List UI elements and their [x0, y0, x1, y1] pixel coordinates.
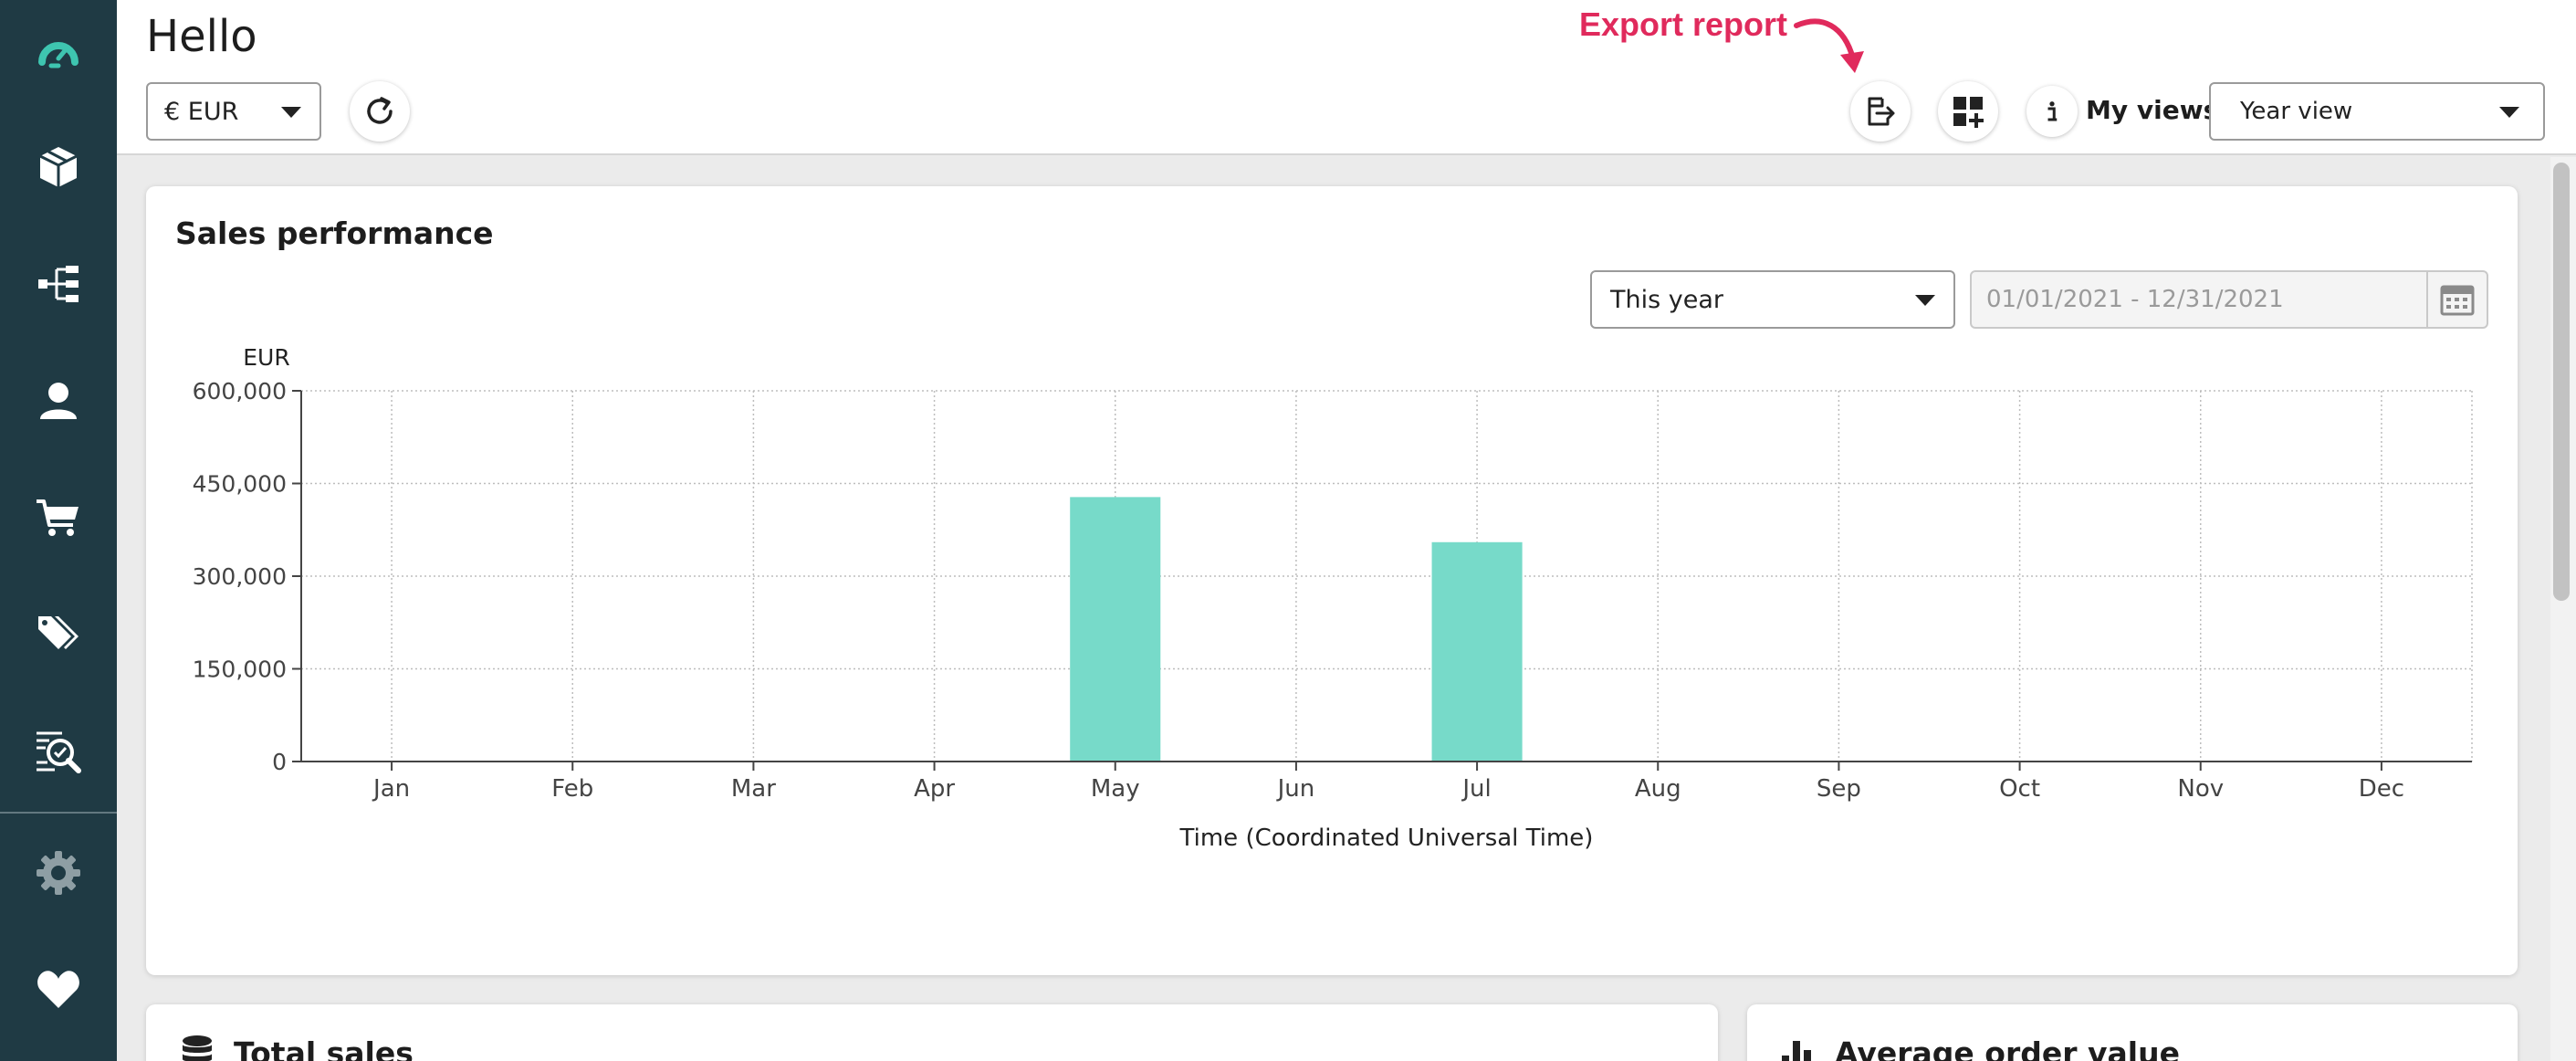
scrollbar-thumb[interactable] — [2553, 163, 2570, 601]
add-widget-button[interactable] — [1938, 81, 1998, 142]
sidebar-item-categories[interactable] — [0, 234, 117, 334]
calendar-button[interactable] — [2426, 272, 2487, 327]
curved-arrow-icon — [1794, 18, 1864, 73]
calendar-icon — [2440, 285, 2475, 316]
hierarchy-icon — [38, 266, 79, 302]
user-icon — [40, 383, 77, 419]
sidebar-item-favorites[interactable] — [0, 940, 117, 1040]
refresh-button[interactable] — [350, 81, 410, 142]
period-select[interactable]: This year — [1590, 270, 1955, 329]
sidebar-item-dashboard[interactable] — [0, 3, 117, 103]
x-tick-label: Dec — [2359, 775, 2404, 803]
date-range-picker — [1970, 270, 2488, 329]
refresh-icon — [367, 97, 393, 124]
sidebar-item-promotions[interactable] — [0, 584, 117, 685]
coins-icon — [183, 1035, 212, 1061]
y-tick-label: 450,000 — [193, 471, 287, 498]
cart-icon — [37, 499, 79, 536]
period-select-value: This year — [1610, 285, 1723, 314]
x-tick-label: Mar — [731, 775, 776, 803]
sales-bar-chart: EUR 0 150,000 300,000 450,000 600,000 Jan Feb Ma… — [193, 344, 2473, 852]
top-header: Hello € EUR Export report — [117, 0, 2576, 155]
sidebar-item-settings[interactable] — [0, 823, 117, 923]
tags-icon — [38, 616, 79, 649]
x-axis-title: Time (Coordinated Universal Time) — [1179, 825, 1594, 852]
page-title: Hello — [146, 11, 257, 62]
total-sales-card: Total sales — [146, 1004, 1718, 1061]
x-tick-label: Apr — [914, 775, 955, 803]
total-sales-title: Total sales — [234, 1035, 414, 1061]
export-report-button[interactable] — [1850, 81, 1911, 142]
x-tick-label: Nov — [2177, 775, 2224, 803]
y-tick-label: 150,000 — [193, 657, 287, 683]
add-widget-icon — [1953, 97, 1984, 128]
currency-select-value: € EUR — [164, 97, 239, 126]
y-tick-label: 600,000 — [193, 378, 287, 404]
sidebar-item-customers[interactable] — [0, 351, 117, 451]
gear-icon — [37, 851, 80, 895]
dashboard-gauge-icon — [38, 42, 79, 68]
x-tick-label: Jan — [372, 775, 410, 803]
x-tick-label: Sep — [1817, 775, 1861, 803]
date-range-input[interactable] — [1972, 272, 2426, 327]
y-tick-label: 300,000 — [193, 563, 287, 590]
views-select[interactable]: Year view — [2209, 82, 2545, 141]
sidebar-divider — [0, 812, 117, 814]
heart-icon — [37, 971, 79, 1008]
bar-chart-icon — [1782, 1041, 1811, 1061]
views-select-value: Year view — [2240, 98, 2353, 125]
export-report-hint: Export report — [1579, 5, 1788, 43]
sidebar-item-analytics[interactable] — [0, 701, 117, 802]
box-icon — [39, 147, 78, 187]
export-icon — [1868, 97, 1895, 126]
my-views-label: My views — [2086, 95, 2219, 125]
average-order-value-title: Average order value — [1835, 1035, 2180, 1061]
bar-may — [1070, 497, 1161, 762]
y-axis-unit-label: EUR — [243, 344, 289, 371]
x-tick-label: May — [1091, 775, 1140, 803]
card-title: Sales performance — [175, 215, 494, 251]
average-order-value-card: Average order value — [1747, 1004, 2518, 1061]
sidebar-item-products[interactable] — [0, 117, 117, 217]
info-icon — [2047, 101, 2058, 121]
sidebar — [0, 0, 117, 1061]
x-tick-label: Aug — [1635, 775, 1681, 803]
currency-select[interactable]: € EUR — [146, 82, 321, 141]
analytics-icon — [37, 731, 81, 773]
x-tick-label: Jun — [1276, 775, 1315, 803]
info-button[interactable] — [2026, 86, 2078, 137]
sidebar-item-orders[interactable] — [0, 467, 117, 568]
x-tick-label: Jul — [1461, 775, 1491, 803]
caret-down-icon — [2499, 107, 2519, 118]
x-tick-label: Oct — [1999, 775, 2040, 803]
x-tick-label: Feb — [551, 775, 593, 803]
sales-performance-card: Sales performance This year EUR 0 150,000 3… — [146, 186, 2518, 975]
bar-jul — [1431, 541, 1523, 762]
y-tick-label: 0 — [272, 749, 287, 775]
caret-down-icon — [1915, 295, 1935, 306]
caret-down-icon — [281, 107, 301, 118]
